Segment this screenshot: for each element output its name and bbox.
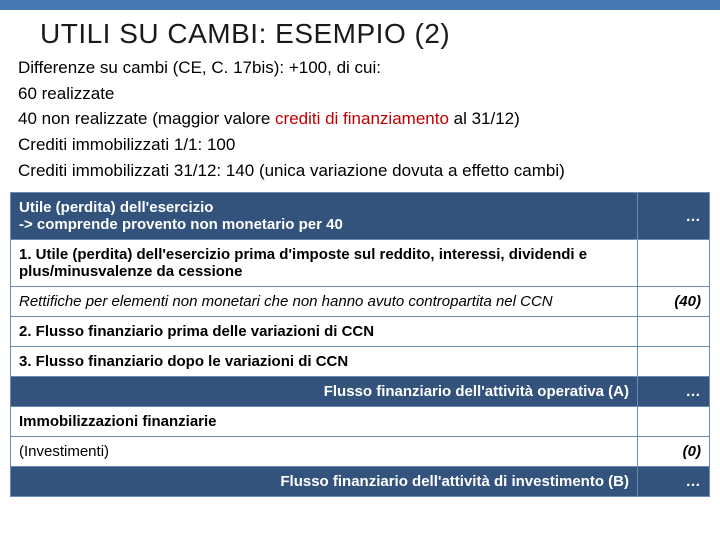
row-value: … <box>638 193 710 240</box>
row-label: 2. Flusso finanziario prima delle variaz… <box>11 317 638 347</box>
intro-text: Differenze su cambi (CE, C. 17bis): +100… <box>18 58 381 77</box>
cashflow-table: Utile (perdita) dell'esercizio -> compre… <box>10 192 710 497</box>
row-label: Immobilizzazioni finanziarie <box>11 407 638 437</box>
intro-block: Differenze su cambi (CE, C. 17bis): +100… <box>0 56 720 188</box>
row-value <box>638 240 710 287</box>
row-label: 3. Flusso finanziario dopo le variazioni… <box>11 347 638 377</box>
table-row: 2. Flusso finanziario prima delle variaz… <box>11 317 710 347</box>
row-label: 1. Utile (perdita) dell'esercizio prima … <box>11 240 638 287</box>
intro-line-5: Crediti immobilizzati 31/12: 140 (unica … <box>18 159 702 184</box>
highlight-text: crediti di finanziamento <box>275 109 449 128</box>
row-label: Flusso finanziario dell'attività di inve… <box>11 467 638 497</box>
row-value <box>638 317 710 347</box>
table-row: Immobilizzazioni finanziarie <box>11 407 710 437</box>
page-title: UTILI SU CAMBI: ESEMPIO (2) <box>0 10 720 56</box>
label-sub: -> comprende provento non monetario per … <box>19 216 629 233</box>
top-accent-bar <box>0 0 720 10</box>
intro-text: 40 non realizzate (maggior valore <box>18 109 275 128</box>
table-row: 3. Flusso finanziario dopo le variazioni… <box>11 347 710 377</box>
intro-line-3: 40 non realizzate (maggior valore credit… <box>18 107 702 132</box>
row-label: Rettifiche per elementi non monetari che… <box>11 287 638 317</box>
row-label: Flusso finanziario dell'attività operati… <box>11 377 638 407</box>
row-value: (40) <box>638 287 710 317</box>
row-value: … <box>638 377 710 407</box>
table-row: Flusso finanziario dell'attività di inve… <box>11 467 710 497</box>
table-row: Rettifiche per elementi non monetari che… <box>11 287 710 317</box>
row-label: (Investimenti) <box>11 437 638 467</box>
intro-text: al 31/12) <box>449 109 520 128</box>
intro-line-4: Crediti immobilizzati 1/1: 100 <box>18 133 702 158</box>
table-row: Flusso finanziario dell'attività operati… <box>11 377 710 407</box>
table-row: (Investimenti) (0) <box>11 437 710 467</box>
intro-line-2: 60 realizzate <box>18 82 702 107</box>
table-row: 1. Utile (perdita) dell'esercizio prima … <box>11 240 710 287</box>
row-label: Utile (perdita) dell'esercizio -> compre… <box>11 193 638 240</box>
label-main: Utile (perdita) dell'esercizio <box>19 199 629 216</box>
row-value: … <box>638 467 710 497</box>
table-row: Utile (perdita) dell'esercizio -> compre… <box>11 193 710 240</box>
row-value <box>638 347 710 377</box>
row-value: (0) <box>638 437 710 467</box>
row-value <box>638 407 710 437</box>
intro-line-1: Differenze su cambi (CE, C. 17bis): +100… <box>18 56 702 81</box>
